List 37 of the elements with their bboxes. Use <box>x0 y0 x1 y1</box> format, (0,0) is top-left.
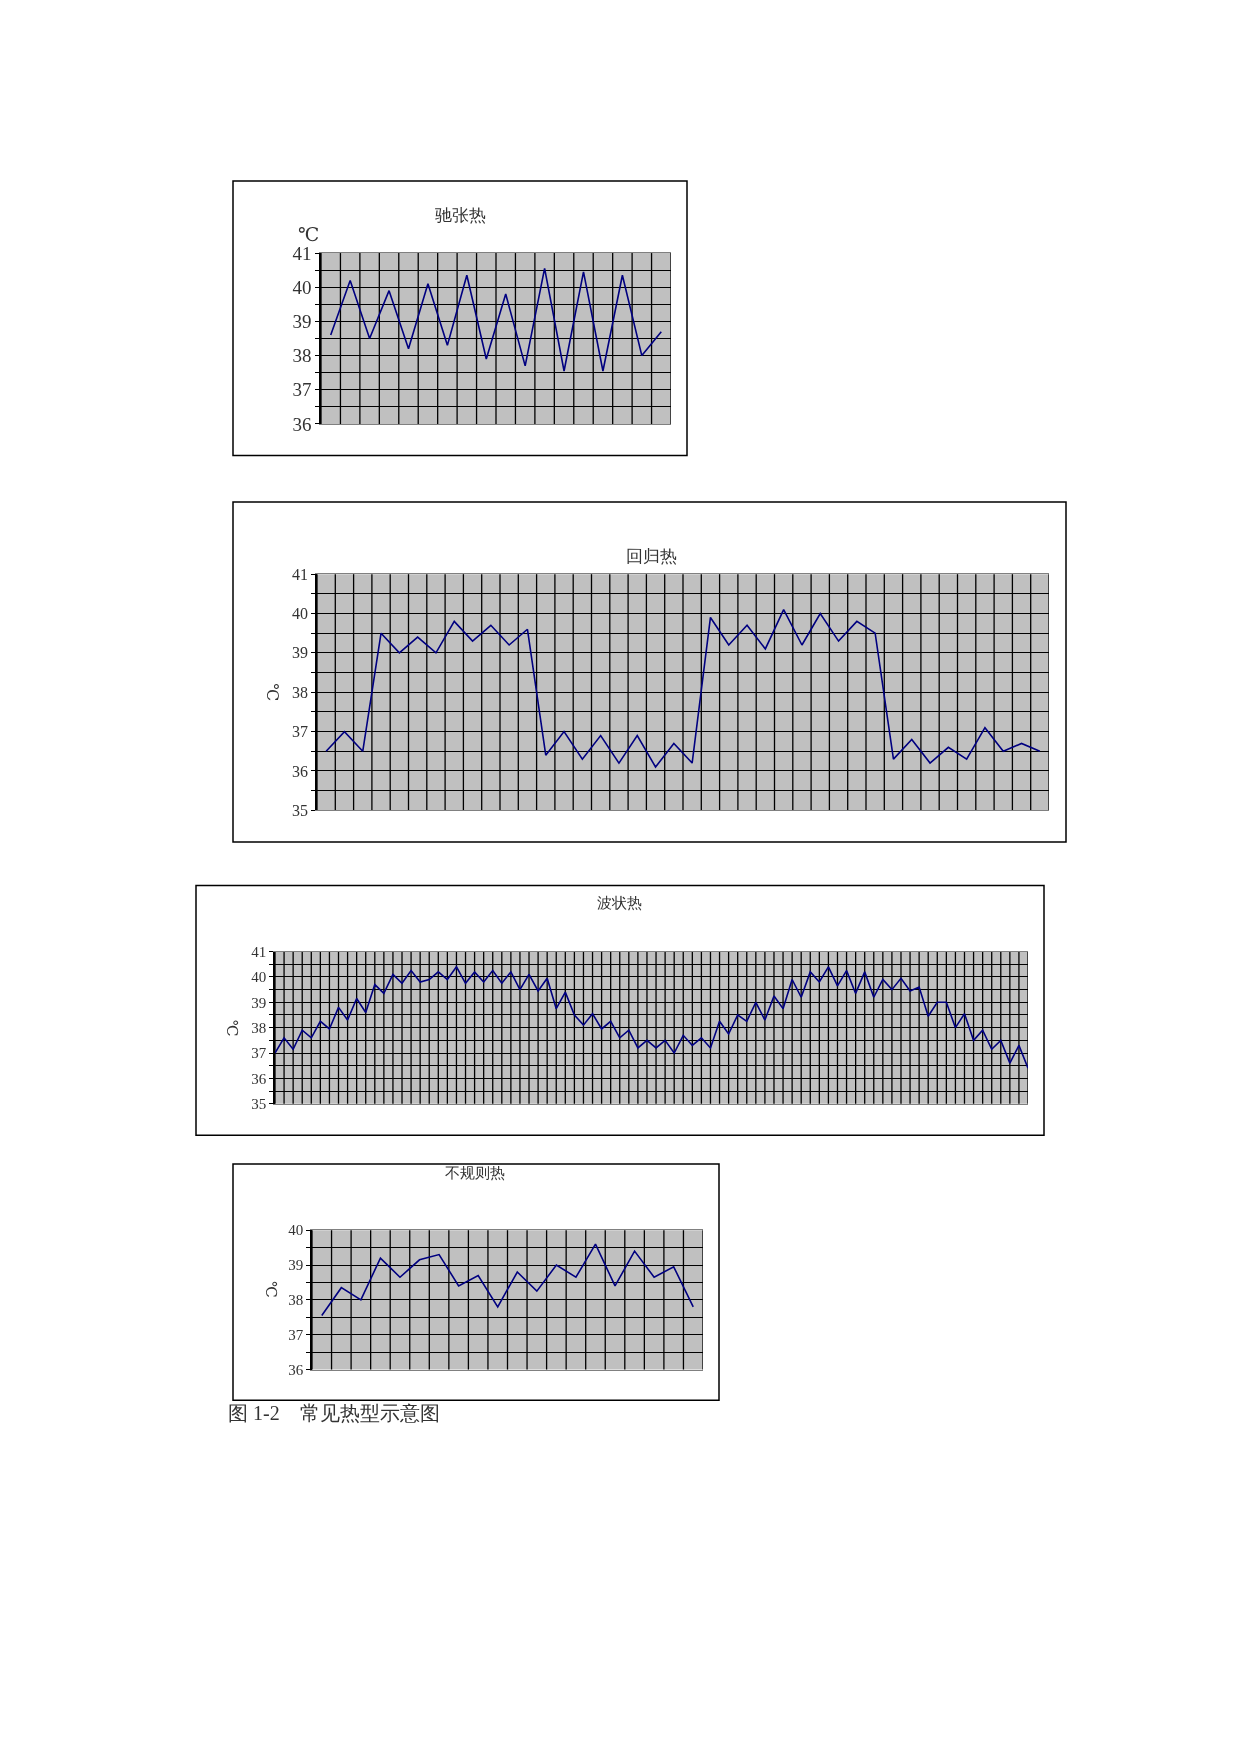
y-tick-label: 35 <box>292 801 309 819</box>
y-tick-label: 36 <box>288 1361 304 1378</box>
y-tick-label: 35 <box>251 1096 267 1112</box>
y-tick-label: 37 <box>292 723 309 741</box>
line-series <box>320 1243 695 1317</box>
y-tick-label: 41 <box>292 242 312 264</box>
y-tick-label: 39 <box>292 311 312 333</box>
line-series <box>329 267 663 372</box>
y-tick-label: 36 <box>292 413 312 435</box>
y-tick-label: 39 <box>292 644 309 662</box>
y-tick-label: 36 <box>251 1070 267 1087</box>
line-series <box>325 608 1041 768</box>
y-tick-label: 40 <box>251 969 267 986</box>
y-tick-label: 41 <box>292 565 309 583</box>
caption: 图 1-2 常见热型示意图 <box>228 1402 440 1424</box>
y-tick-label: 40 <box>288 1222 304 1239</box>
y-tick-label: 41 <box>251 943 267 960</box>
chart-title: 驰张热 <box>435 206 486 225</box>
y-tick-label: 38 <box>292 683 309 701</box>
y-tick-label: 37 <box>251 1045 267 1062</box>
y-tick-label: 36 <box>292 762 309 780</box>
chart-title: 回归热 <box>626 547 677 566</box>
y-axis-title: ℃ <box>264 683 282 702</box>
y-tick-label: 39 <box>251 994 267 1011</box>
y-axis-title: ℃ <box>223 1019 240 1037</box>
y-tick-label: 40 <box>292 276 312 298</box>
y-axis-title: ℃ <box>262 1280 279 1298</box>
y-tick-label: 38 <box>292 345 312 367</box>
y-tick-label: 39 <box>288 1257 304 1274</box>
y-tick-label: 37 <box>292 379 312 401</box>
y-tick-label: 38 <box>251 1019 267 1036</box>
y-axis-title: ℃ <box>298 224 320 245</box>
y-tick-label: 40 <box>292 605 309 623</box>
y-tick-label: 37 <box>288 1326 304 1343</box>
y-tick-label: 38 <box>288 1292 304 1309</box>
chart-title: 不规则热 <box>445 1165 505 1181</box>
chart-title: 波状热 <box>597 895 642 911</box>
